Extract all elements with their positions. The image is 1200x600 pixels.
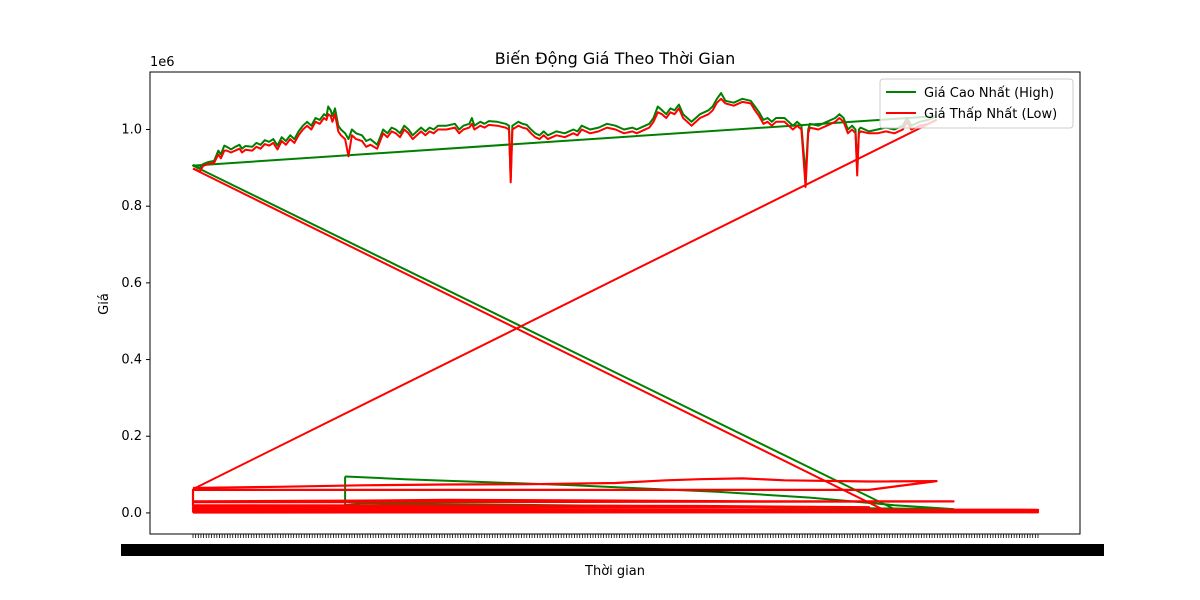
series-low-main — [192, 97, 938, 188]
y-axis-ticks: 0.0 0.2 0.4 0.6 0.8 1.0 — [121, 123, 150, 521]
x-tick-marks — [192, 534, 1039, 538]
x-axis-label: Thời gian — [584, 564, 645, 579]
y-tick-label: 1.0 — [121, 123, 142, 138]
x-tick-labels-overlap — [121, 544, 1104, 556]
y-tick-label: 0.8 — [121, 199, 142, 214]
legend-label-high: Giá Cao Nhất (High) — [924, 86, 1054, 101]
plot-frame — [149, 71, 1081, 535]
y-tick-label: 0.2 — [121, 429, 142, 444]
legend-box — [879, 78, 1074, 129]
y-tick-label: 0.6 — [121, 276, 142, 291]
chart-title: Biến Động Giá Theo Thời Gian — [495, 49, 735, 68]
series-low-bottom-cluster — [193, 509, 1038, 514]
series-low-diag — [192, 119, 938, 490]
series-high-lower — [344, 475, 955, 511]
y-tick-label: 0.0 — [121, 506, 142, 521]
series-low-band — [191, 477, 1040, 514]
y-scale-label: 1e6 — [150, 55, 175, 70]
plot-lines — [191, 92, 1040, 514]
legend: Giá Cao Nhất (High) Giá Thấp Nhất (Low) — [879, 78, 1074, 129]
legend-label-low: Giá Thấp Nhất (Low) — [924, 107, 1057, 122]
series-high-cross — [192, 115, 1039, 513]
y-axis-label: Giá — [97, 293, 112, 315]
series-low-cross — [192, 167, 1039, 514]
x-axis-ticks — [121, 534, 1104, 556]
y-tick-label: 0.4 — [121, 353, 142, 368]
